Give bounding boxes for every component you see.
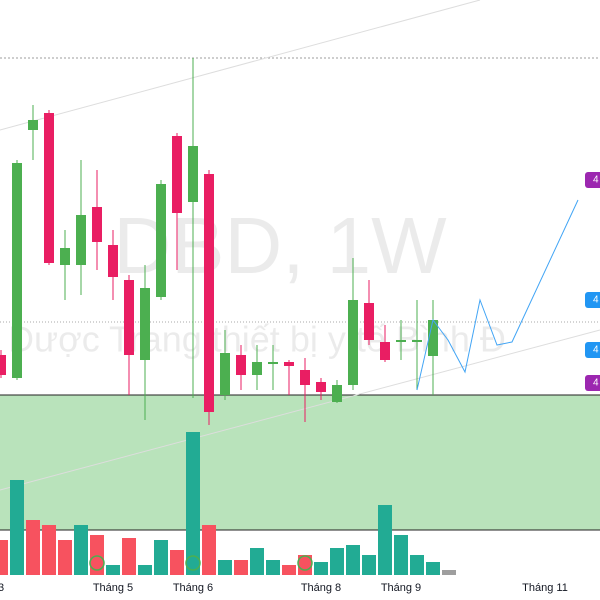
candle-body [332, 385, 342, 402]
candle-body [348, 300, 358, 385]
volume-bar [426, 562, 440, 575]
volume-bar [234, 560, 248, 575]
x-tick-label: Tháng 6 [173, 582, 213, 594]
trend-line [0, 329, 600, 491]
volume-bar [442, 570, 456, 575]
x-axis: 3 Tháng 5 Tháng 6 Tháng 8 Tháng 9 Tháng 11 [0, 582, 568, 594]
event-marker [297, 555, 313, 571]
price-tag [585, 375, 600, 391]
volume-bar [106, 565, 120, 575]
candle-body [204, 174, 214, 412]
price-tag-label: 4 [593, 378, 599, 389]
volume-bar [362, 555, 376, 575]
event-marker [185, 555, 201, 571]
x-tick-label: Tháng 11 [522, 582, 568, 594]
candle-body [28, 120, 38, 130]
volume-bar [138, 565, 152, 575]
volume-bar [346, 545, 360, 575]
candle-body [300, 370, 310, 385]
candle-body [12, 163, 22, 378]
volume-bar [122, 538, 136, 575]
candle-body [156, 184, 166, 297]
candle-body [60, 248, 70, 265]
candle-body [220, 353, 230, 395]
candle-body [428, 320, 438, 356]
candle-body [236, 355, 246, 375]
volume-bar [90, 535, 104, 575]
candle-body [284, 362, 294, 366]
volume-bar [10, 480, 24, 575]
volume-bar [74, 525, 88, 575]
candles [0, 58, 438, 425]
volumes [0, 432, 456, 575]
volume-bar [378, 505, 392, 575]
volume-bar [58, 540, 72, 575]
candle-body [396, 340, 406, 342]
volume-bar [170, 550, 184, 575]
x-tick-label: Tháng 9 [381, 582, 421, 594]
candle-body [380, 342, 390, 360]
candle-body [316, 382, 326, 392]
candle-body [44, 113, 54, 263]
price-tag [585, 292, 600, 308]
projection-path [416, 199, 579, 391]
candle-body [140, 288, 150, 360]
volume-bar [410, 555, 424, 575]
volume-bar [282, 565, 296, 575]
price-tag [585, 172, 600, 188]
volume-bar [186, 432, 200, 575]
volume-bar [298, 555, 312, 575]
x-tick-label: Tháng 5 [93, 582, 133, 594]
volume-bar [266, 560, 280, 575]
candle-body [364, 303, 374, 340]
price-tags: 4 4 4 4 [585, 172, 600, 391]
x-tick-label: Tháng 8 [301, 582, 341, 594]
candle-body [76, 215, 86, 265]
volume-bar [154, 540, 168, 575]
volume-bar [26, 520, 40, 575]
volume-bar [42, 525, 56, 575]
candle-body [92, 207, 102, 242]
candle-body [108, 245, 118, 277]
candle-body [188, 146, 198, 202]
x-tick-label: 3 [0, 582, 4, 594]
price-tag-label: 4 [593, 345, 599, 356]
volume-bar [202, 525, 216, 575]
watermark: DBD, 1W [113, 201, 447, 290]
candle-body [268, 362, 278, 364]
price-tag-label: 4 [593, 175, 599, 186]
volume-bar [330, 548, 344, 575]
price-tag-label: 4 [593, 295, 599, 306]
event-marker [89, 555, 105, 571]
volume-bar [0, 540, 8, 575]
volume-bar [218, 560, 232, 575]
candle-body [172, 136, 182, 213]
candle-body [124, 280, 134, 355]
zone-rect [0, 395, 600, 530]
trend-line [0, 0, 481, 131]
candle-body [0, 355, 6, 375]
volume-bar [394, 535, 408, 575]
candle-body [252, 362, 262, 375]
time-axis [0, 575, 600, 600]
volume-bar [250, 548, 264, 575]
candle-body [412, 340, 422, 342]
price-tag [585, 342, 600, 358]
volume-bar [314, 562, 328, 575]
